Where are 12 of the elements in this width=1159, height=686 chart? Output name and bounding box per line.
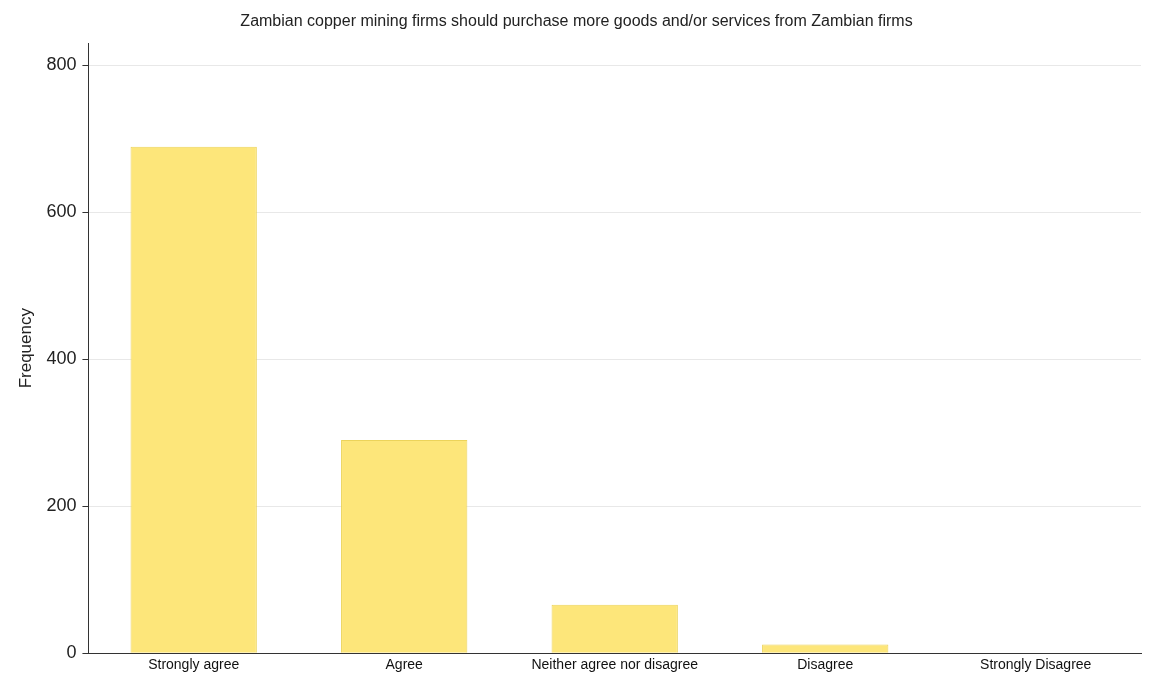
y-tick-label: 400 [46, 348, 77, 369]
y-axis-title: Frequency [15, 307, 35, 389]
y-tick-label: 200 [46, 495, 77, 516]
x-tick-label: Agree [385, 656, 424, 673]
x-tick-label: Strongly Disagree [980, 656, 1092, 673]
chart-title: Zambian copper mining firms should purchase more goods and/or services from Zambian firms [240, 12, 913, 30]
x-tick-label: Disagree [797, 656, 854, 673]
y-tick-label: 0 [66, 642, 77, 663]
x-tick-label: Neither agree nor disagree [531, 656, 699, 673]
y-tick-label: 600 [46, 201, 77, 222]
x-tick-label: Strongly agree [148, 656, 240, 673]
y-tick-label: 800 [46, 54, 77, 75]
